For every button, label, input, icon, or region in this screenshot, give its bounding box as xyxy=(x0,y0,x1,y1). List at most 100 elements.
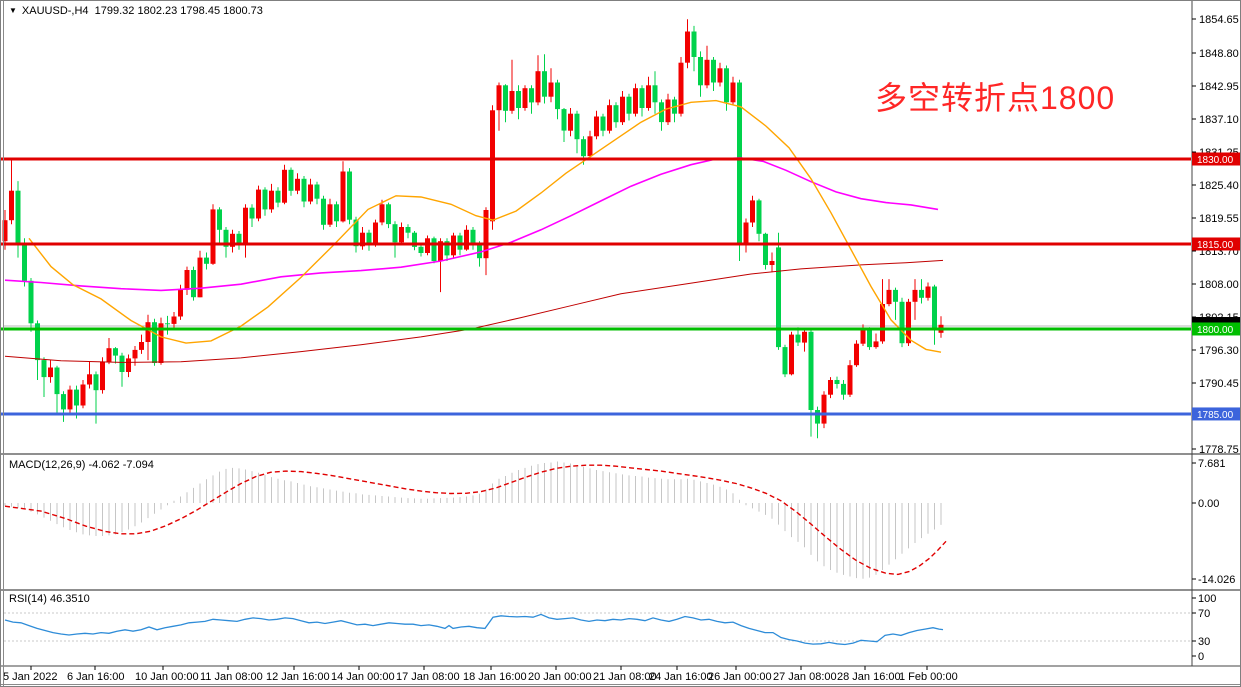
price-axis-label: 1837.10 xyxy=(1199,114,1239,126)
time-axis-label: 27 Jan 08:00 xyxy=(773,671,837,683)
candle xyxy=(106,348,112,362)
candle xyxy=(678,62,684,114)
level-badge xyxy=(1192,322,1240,336)
candle xyxy=(717,68,723,83)
candle xyxy=(652,85,658,103)
candle xyxy=(756,200,762,234)
candle xyxy=(626,96,632,114)
candle xyxy=(444,241,450,256)
macd-panel: 7.681 0.00 -14.026 xyxy=(4,458,1235,586)
candle xyxy=(483,210,489,259)
price-axis-label: 1778.75 xyxy=(1199,444,1239,456)
candle xyxy=(314,184,320,199)
candle xyxy=(197,257,203,298)
level-badge xyxy=(1192,152,1240,166)
time-axis-label: 12 Jan 16:00 xyxy=(266,671,330,683)
candle xyxy=(256,189,261,219)
time-axis-label: 24 Jan 16:00 xyxy=(649,671,713,683)
candle xyxy=(860,329,866,344)
candle xyxy=(828,380,833,395)
candle xyxy=(158,323,164,363)
candle xyxy=(815,410,820,424)
time-axis-label: 5 Jan 2022 xyxy=(3,671,57,683)
candle xyxy=(496,85,502,111)
candle xyxy=(165,323,170,325)
candle xyxy=(763,233,768,265)
candle xyxy=(873,341,879,348)
window-border-bottom xyxy=(1,684,1240,685)
macd-axis-label: 7.681 xyxy=(1198,458,1226,470)
annotation-text: 多空转折点1800 xyxy=(875,80,1116,116)
candle xyxy=(906,301,911,344)
macd-axis-label: -14.026 xyxy=(1198,574,1235,586)
candle xyxy=(925,286,931,298)
candle xyxy=(542,71,547,97)
price-axis-label: 1825.40 xyxy=(1199,180,1239,192)
candle xyxy=(886,289,892,305)
price-axis-label: 1796.30 xyxy=(1199,345,1239,357)
candle xyxy=(490,110,495,222)
candle xyxy=(477,244,482,259)
level-lines[interactable] xyxy=(1,157,1191,416)
candle xyxy=(698,57,703,86)
candle xyxy=(646,85,651,108)
chart-title: ▼ XAUUSD-,H4 1799.32 1802.23 1798.45 1800… xyxy=(9,5,263,17)
candle xyxy=(243,207,248,243)
candle xyxy=(418,246,424,253)
ma-mid-magenta xyxy=(4,157,939,292)
rsi-axis-label: 70 xyxy=(1198,608,1210,620)
level-badges: 1830.00 1815.00 1800.00 1785.00 xyxy=(1192,152,1240,421)
candle xyxy=(704,59,710,86)
level-badge xyxy=(1192,407,1240,421)
time-axis[interactable]: 5 Jan 2022 6 Jan 16:00 10 Jan 00:00 11 Jan … xyxy=(3,666,958,683)
candle xyxy=(509,91,515,111)
candle xyxy=(522,88,528,108)
rsi-indicator-label: RSI(14) 46.3510 xyxy=(9,593,90,605)
candle xyxy=(789,334,794,375)
price-axis[interactable]: 1854.651848.801842.951837.101831.251825.… xyxy=(1192,14,1239,456)
symbol-ohlc-label: XAUUSD-,H4 1799.32 1802.23 1798.45 1800.… xyxy=(21,5,263,17)
candle xyxy=(295,178,300,191)
candle xyxy=(834,380,840,384)
candle xyxy=(431,238,437,261)
candle xyxy=(607,105,612,131)
candle xyxy=(48,367,53,378)
candle xyxy=(561,109,567,131)
candle xyxy=(464,229,469,250)
chevron-down-icon[interactable]: ▼ xyxy=(9,6,17,15)
candle xyxy=(529,88,534,103)
candle xyxy=(548,82,554,97)
time-axis-label: 28 Jan 16:00 xyxy=(837,671,901,683)
candle xyxy=(22,244,27,281)
candle xyxy=(392,224,398,243)
candle xyxy=(204,257,209,264)
candle xyxy=(899,301,905,344)
candle xyxy=(145,322,151,342)
candle xyxy=(139,342,144,350)
candle xyxy=(847,365,853,395)
candle xyxy=(633,88,638,114)
candle xyxy=(535,71,541,103)
candle xyxy=(412,232,417,247)
candle xyxy=(730,82,736,103)
candle xyxy=(802,331,807,343)
candle xyxy=(639,88,645,108)
candle xyxy=(880,304,885,342)
candle xyxy=(750,200,755,223)
ma-slow-darkred xyxy=(4,259,944,363)
candle xyxy=(282,169,287,203)
candle xyxy=(340,171,346,222)
candle xyxy=(100,361,105,391)
candle xyxy=(35,323,40,361)
candle xyxy=(808,331,814,410)
time-axis-label: 14 Jan 00:00 xyxy=(331,671,395,683)
candle xyxy=(353,219,359,247)
candle xyxy=(867,329,872,348)
rsi-panel: 100 70 30 0 xyxy=(4,593,1216,663)
level-badge xyxy=(1192,237,1240,251)
time-axis-label: 20 Jan 00:00 xyxy=(528,671,592,683)
candle xyxy=(171,316,177,324)
price-axis-label: 1854.65 xyxy=(1199,14,1239,26)
candle xyxy=(854,343,859,366)
